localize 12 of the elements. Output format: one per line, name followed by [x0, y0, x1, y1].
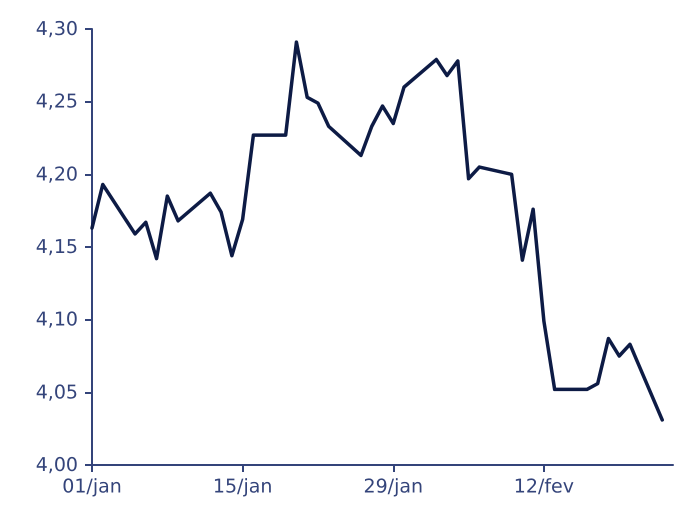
- x-tick-label: 12/fev: [514, 476, 574, 498]
- x-tick-label: 29/jan: [363, 476, 424, 498]
- y-tick-label: 4,00: [36, 454, 78, 476]
- x-tick-label: 15/jan: [212, 476, 272, 498]
- y-tick-label: 4,05: [36, 381, 78, 404]
- line-series: [90, 40, 664, 422]
- y-tick-label: 4,15: [36, 236, 78, 258]
- y-tick-label: 4,25: [36, 90, 78, 113]
- y-tick-label: 4,30: [36, 18, 78, 40]
- y-tick-label: 4,20: [36, 163, 78, 186]
- y-tick-label: 4,10: [36, 308, 78, 331]
- x-tick-label: 01/jan: [62, 476, 122, 498]
